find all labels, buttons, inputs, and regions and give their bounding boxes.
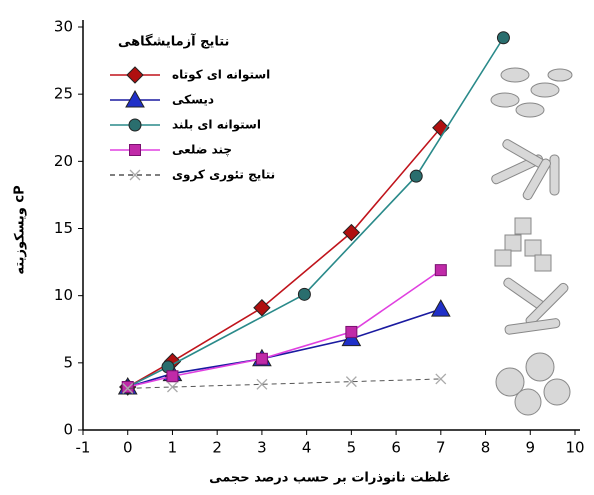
y-axis-label: ویسکوزیته cP xyxy=(13,185,28,274)
x-tick-label: 2 xyxy=(212,439,222,457)
legend-marker xyxy=(130,145,141,156)
x-tick-label: 7 xyxy=(436,439,446,457)
x-tick-label: 10 xyxy=(565,439,584,457)
x-tick-label: 4 xyxy=(302,439,312,457)
legend-title: نتایج آزمایشگاهی xyxy=(118,33,229,50)
y-tick-label: 30 xyxy=(54,18,73,36)
legend-marker xyxy=(129,119,141,131)
data-point xyxy=(432,300,450,316)
legend-label: دیسکی xyxy=(172,93,214,107)
y-tick-label: 20 xyxy=(54,152,73,170)
y-tick-label: 0 xyxy=(63,421,73,439)
data-point xyxy=(435,265,446,276)
chart: نتایج آزمایشگاهی غلظت نانوذرات بر حسب در… xyxy=(0,0,594,495)
y-tick-label: 15 xyxy=(54,219,73,237)
legend-marker xyxy=(127,67,143,83)
data-point xyxy=(256,353,267,364)
legend-marker xyxy=(126,91,144,107)
x-tick-label: 3 xyxy=(257,439,267,457)
legend-label: چند ضلعی xyxy=(172,143,232,157)
x-tick-label: -1 xyxy=(76,439,91,457)
x-tick-label: 5 xyxy=(347,439,357,457)
x-tick-label: 9 xyxy=(525,439,535,457)
x-tick-label: 1 xyxy=(168,439,178,457)
data-point xyxy=(410,170,422,182)
x-tick-label: 0 xyxy=(123,439,133,457)
legend-label: نتایج تئوری کروی xyxy=(172,168,275,183)
y-tick-label: 10 xyxy=(54,286,73,304)
y-tick-label: 25 xyxy=(54,85,73,103)
data-point xyxy=(298,288,310,300)
data-point xyxy=(122,382,133,393)
data-point xyxy=(167,371,178,382)
illustrations xyxy=(490,68,572,415)
data-point xyxy=(497,32,509,44)
legend-label: استوانه ای بلند xyxy=(172,118,261,133)
y-tick-label: 5 xyxy=(63,353,73,371)
legend-label: استوانه ای کوتاه xyxy=(172,68,270,83)
x-axis-label: غلظت نانوذرات بر حسب درصد حجمی xyxy=(209,471,451,486)
x-tick-label: 8 xyxy=(481,439,491,457)
x-tick-label: 6 xyxy=(391,439,401,457)
series-line xyxy=(128,38,504,387)
data-point xyxy=(346,326,357,337)
